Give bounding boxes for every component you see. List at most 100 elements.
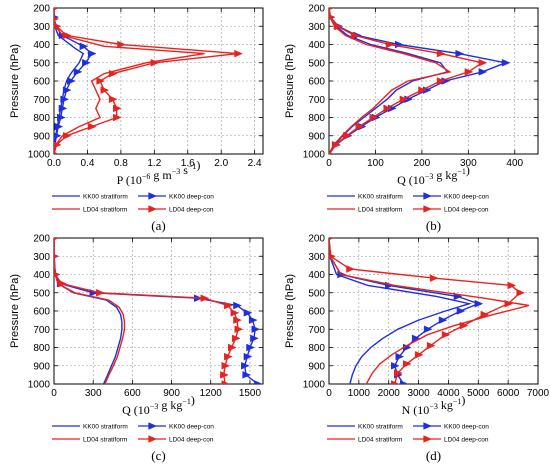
x-tick-label: 0.8 [114, 158, 128, 169]
series-marker [248, 316, 258, 324]
series-marker [391, 380, 400, 384]
legend-marker [423, 422, 433, 430]
y-tick-label: 1000 [28, 380, 51, 391]
legend-entry: LD04 stratiform [327, 437, 402, 444]
y-tick-label: 300 [33, 252, 50, 263]
series-ld04-stratiform [54, 238, 126, 384]
legend-entry: KK00 stratiform [52, 424, 128, 431]
x-tick-label: 1500 [239, 388, 262, 399]
series-marker [60, 95, 70, 104]
legend-label: LD04 deep-con [169, 207, 214, 214]
series-marker [224, 352, 233, 361]
series-marker [230, 309, 240, 317]
series-marker [96, 288, 105, 297]
x-tick-label: 0 [326, 388, 332, 399]
series-marker [231, 334, 241, 343]
series-marker [426, 341, 436, 350]
series-marker [423, 325, 433, 334]
series-marker [436, 77, 446, 85]
series-marker [221, 380, 231, 384]
y-tick-label: 900 [33, 131, 50, 142]
legend-label: KK00 deep-con [169, 424, 214, 431]
legend-marker [423, 192, 433, 200]
legend-label: KK00 stratiform [83, 194, 128, 201]
x-tick-label: 400 [506, 158, 523, 169]
series-marker [438, 316, 448, 324]
y-tick-label: 900 [308, 361, 325, 372]
y-tick-label: 700 [308, 325, 325, 336]
y-tick-label: 800 [33, 343, 50, 354]
series-ld04-stratiform [329, 8, 452, 154]
x-tick-label: 300 [85, 388, 102, 399]
legend-marker [148, 192, 158, 200]
x-tick-label: 6000 [497, 388, 520, 399]
x-axis-label: P (10−6 g m−3 s−1) [117, 158, 201, 187]
legend-marker [148, 435, 158, 443]
series-marker [58, 104, 68, 113]
series-marker [250, 334, 259, 343]
series-kk00-stratiform [329, 238, 473, 384]
series-marker [117, 40, 126, 49]
series-marker [329, 8, 335, 11]
series-marker [57, 113, 66, 122]
x-tick-label: 200 [414, 158, 431, 169]
series-marker [241, 361, 250, 370]
legend: KK00 stratiform KK00 deep-con LD04 stratif… [327, 192, 489, 214]
x-tick-label: 2.0 [214, 158, 228, 169]
legend: KK00 stratiform KK00 deep-con LD04 stratif… [52, 192, 214, 214]
series-marker [113, 104, 122, 113]
x-axis-label: N (10−3 kg−1) [402, 393, 466, 417]
legend-label: LD04 stratiform [358, 437, 402, 444]
x-tick-label: 900 [163, 388, 180, 399]
legend-label: KK00 deep-con [444, 194, 489, 201]
series-marker [54, 238, 60, 241]
series-marker [429, 274, 439, 282]
series-marker [113, 113, 122, 122]
series-marker [108, 95, 118, 104]
series-marker [96, 77, 106, 85]
y-tick-label: 600 [33, 307, 50, 318]
y-tick-label: 900 [308, 131, 325, 142]
series-marker [459, 321, 469, 330]
legend-label: LD04 deep-con [169, 437, 214, 444]
x-tick-label: 300 [460, 158, 477, 169]
series-marker [228, 343, 237, 352]
legend-label: KK00 stratiform [358, 424, 403, 431]
legend-entry: KK00 stratiform [327, 194, 403, 201]
legend-label: LD04 deep-con [444, 207, 489, 214]
legend-entry: LD04 deep-con [138, 205, 214, 214]
series-marker [441, 330, 451, 339]
series-marker [246, 343, 255, 352]
y-tick-label: 900 [33, 361, 50, 372]
series-marker [414, 351, 424, 359]
series-marker [399, 95, 409, 104]
x-tick-label: 0.4 [80, 158, 94, 169]
y-tick-label: 200 [308, 234, 325, 245]
legend-entry: LD04 deep-con [138, 435, 214, 444]
legend-entry: KK00 stratiform [327, 424, 403, 431]
series-marker [254, 380, 263, 384]
y-axis-label: Pressure (hPa) [9, 274, 21, 348]
series-ld04-stratiform [54, 8, 205, 154]
legend-label: KK00 deep-con [444, 424, 489, 431]
series-line [329, 8, 452, 154]
legend-label: LD04 deep-con [444, 437, 489, 444]
y-tick-label: 700 [33, 95, 50, 106]
series-marker [62, 131, 72, 140]
series-marker [385, 40, 395, 49]
x-tick-label: 100 [367, 158, 384, 169]
y-tick-label: 300 [33, 22, 50, 33]
series-line [54, 238, 239, 384]
y-tick-label: 600 [308, 307, 325, 318]
series-marker [464, 68, 474, 76]
series-marker [100, 86, 110, 94]
series-marker [329, 238, 335, 241]
series-marker [251, 325, 261, 334]
y-tick-label: 800 [33, 113, 50, 124]
legend-label: KK00 stratiform [358, 194, 403, 201]
y-tick-label: 1000 [303, 150, 326, 161]
y-tick-label: 600 [33, 77, 50, 88]
series-marker [54, 254, 60, 259]
series-ld04-deep-con [54, 238, 244, 384]
y-tick-label: 800 [308, 113, 325, 124]
